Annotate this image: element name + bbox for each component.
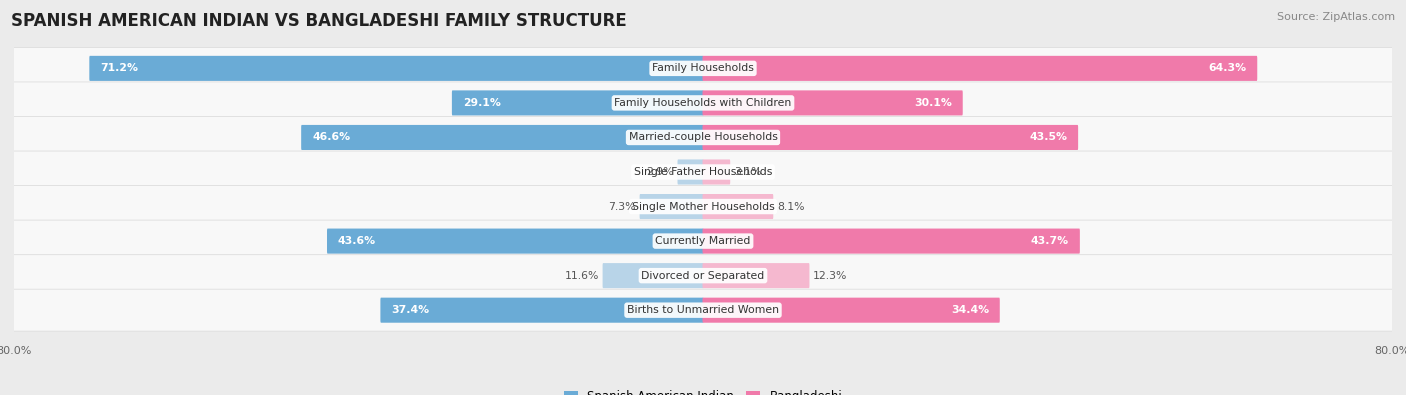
FancyBboxPatch shape (11, 82, 1395, 124)
Text: Divorced or Separated: Divorced or Separated (641, 271, 765, 280)
Text: 43.6%: 43.6% (337, 236, 375, 246)
Text: 80.0%: 80.0% (1374, 346, 1406, 356)
Text: 8.1%: 8.1% (778, 201, 804, 212)
FancyBboxPatch shape (678, 160, 703, 184)
FancyBboxPatch shape (703, 56, 1257, 81)
Text: Source: ZipAtlas.com: Source: ZipAtlas.com (1277, 12, 1395, 22)
FancyBboxPatch shape (11, 186, 1395, 228)
Text: Married-couple Households: Married-couple Households (628, 132, 778, 143)
FancyBboxPatch shape (703, 229, 1080, 254)
FancyBboxPatch shape (301, 125, 703, 150)
FancyBboxPatch shape (603, 263, 703, 288)
FancyBboxPatch shape (11, 255, 1395, 297)
Text: 43.7%: 43.7% (1031, 236, 1069, 246)
FancyBboxPatch shape (11, 151, 1395, 193)
FancyBboxPatch shape (451, 90, 703, 115)
Text: 12.3%: 12.3% (813, 271, 848, 280)
FancyBboxPatch shape (11, 117, 1395, 158)
FancyBboxPatch shape (703, 160, 730, 184)
Text: 11.6%: 11.6% (564, 271, 599, 280)
Text: 30.1%: 30.1% (914, 98, 952, 108)
FancyBboxPatch shape (703, 125, 1078, 150)
Text: 80.0%: 80.0% (0, 346, 32, 356)
Legend: Spanish American Indian, Bangladeshi: Spanish American Indian, Bangladeshi (560, 385, 846, 395)
FancyBboxPatch shape (703, 298, 1000, 323)
FancyBboxPatch shape (703, 90, 963, 115)
Text: Single Father Households: Single Father Households (634, 167, 772, 177)
Text: SPANISH AMERICAN INDIAN VS BANGLADESHI FAMILY STRUCTURE: SPANISH AMERICAN INDIAN VS BANGLADESHI F… (11, 12, 627, 30)
Text: 64.3%: 64.3% (1208, 63, 1246, 73)
Text: Family Households with Children: Family Households with Children (614, 98, 792, 108)
Text: 71.2%: 71.2% (100, 63, 138, 73)
FancyBboxPatch shape (11, 289, 1395, 331)
Text: 37.4%: 37.4% (391, 305, 429, 315)
Text: Single Mother Households: Single Mother Households (631, 201, 775, 212)
Text: 46.6%: 46.6% (312, 132, 350, 143)
FancyBboxPatch shape (703, 263, 810, 288)
FancyBboxPatch shape (90, 56, 703, 81)
Text: Births to Unmarried Women: Births to Unmarried Women (627, 305, 779, 315)
Text: 2.9%: 2.9% (647, 167, 673, 177)
FancyBboxPatch shape (640, 194, 703, 219)
Text: 3.1%: 3.1% (734, 167, 762, 177)
Text: Currently Married: Currently Married (655, 236, 751, 246)
Text: 7.3%: 7.3% (609, 201, 636, 212)
Text: Family Households: Family Households (652, 63, 754, 73)
FancyBboxPatch shape (328, 229, 703, 254)
FancyBboxPatch shape (703, 194, 773, 219)
Text: 43.5%: 43.5% (1029, 132, 1067, 143)
Text: 29.1%: 29.1% (463, 98, 501, 108)
FancyBboxPatch shape (11, 220, 1395, 262)
FancyBboxPatch shape (11, 47, 1395, 89)
Text: 34.4%: 34.4% (950, 305, 988, 315)
FancyBboxPatch shape (381, 298, 703, 323)
